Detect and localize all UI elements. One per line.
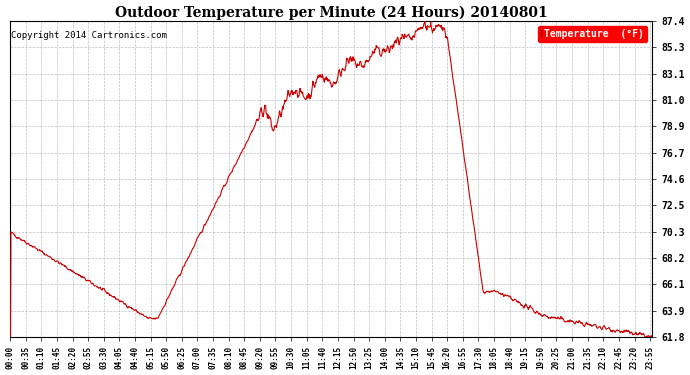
Legend: Temperature  (°F): Temperature (°F) bbox=[538, 26, 647, 42]
Text: Copyright 2014 Cartronics.com: Copyright 2014 Cartronics.com bbox=[11, 31, 166, 40]
Title: Outdoor Temperature per Minute (24 Hours) 20140801: Outdoor Temperature per Minute (24 Hours… bbox=[115, 6, 547, 20]
